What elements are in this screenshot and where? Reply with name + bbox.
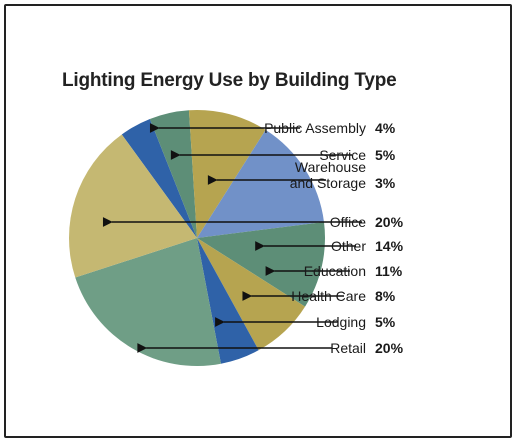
- pct-retail: 20%: [375, 340, 404, 356]
- chart-title: Lighting Energy Use by Building Type: [62, 70, 397, 91]
- leader-lines: [102, 123, 362, 353]
- pie-slice-retail: [75, 238, 221, 366]
- pct-lodging: 5%: [375, 314, 396, 330]
- pct-health-care: 8%: [375, 288, 396, 304]
- label-education: Education: [304, 263, 366, 279]
- pct-service: 5%: [375, 147, 396, 163]
- pct-warehouse-and-storage: 3%: [375, 175, 396, 191]
- label-health-care: Health Care: [291, 288, 366, 304]
- pie-slice-other: [197, 129, 324, 238]
- label-warehouse-and-storage-line-2: and Storage: [290, 175, 366, 191]
- label-public-assembly: Public Assembly: [264, 120, 366, 136]
- pie-slice-service: [149, 110, 197, 238]
- pie-slice-education: [197, 221, 325, 307]
- label-office: Office: [330, 214, 367, 230]
- label-service: Service: [319, 147, 366, 163]
- pct-education: 11%: [375, 263, 403, 279]
- pie-slice-office: [68, 134, 197, 278]
- pct-other: 14%: [375, 238, 404, 254]
- label-warehouse-and-storage-line-1: Warehouse: [295, 159, 366, 175]
- pie-slice-warehouse-and-storage: [188, 109, 266, 238]
- pct-public-assembly: 4%: [375, 120, 396, 136]
- pie-slice-public-assembly: [121, 118, 197, 238]
- pie-slice-lodging: [197, 238, 259, 364]
- label-retail: Retail: [330, 340, 366, 356]
- label-other: Other: [331, 238, 366, 254]
- label-lodging: Lodging: [316, 314, 366, 330]
- pie-slices: [68, 109, 325, 366]
- pct-office: 20%: [375, 214, 404, 230]
